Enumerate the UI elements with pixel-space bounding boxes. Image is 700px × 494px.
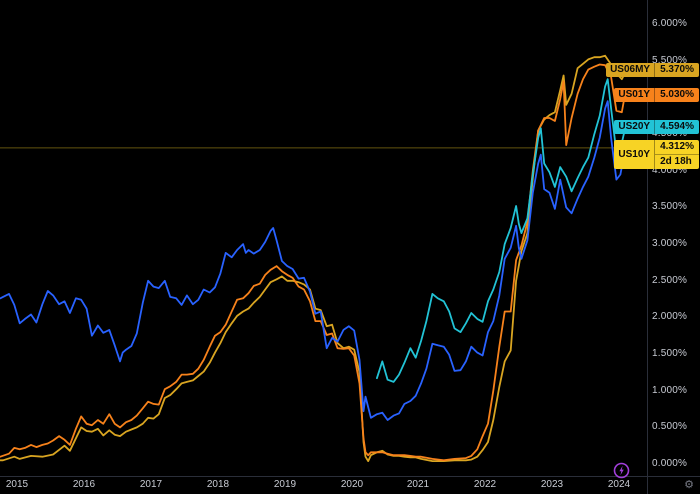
- price-label-us06my: US06MY 5.370%: [606, 63, 699, 77]
- series-line-us06my[interactable]: [0, 54, 627, 463]
- lightning-bolt-icon: [619, 465, 624, 476]
- price-label-symbol: US20Y: [614, 120, 656, 134]
- price-label-symbol: US01Y: [614, 88, 656, 102]
- x-tick-label: 2017: [139, 479, 163, 490]
- price-label-symbol: US06MY: [606, 63, 656, 77]
- y-tick-label: 5.500%: [652, 55, 688, 66]
- y-tick-label: 2.500%: [652, 275, 688, 286]
- x-tick-label: 2021: [406, 479, 430, 490]
- y-tick-label: 1.500%: [652, 348, 688, 359]
- gear-icon[interactable]: ⚙: [684, 479, 694, 491]
- y-tick-label: 6.000%: [652, 18, 688, 29]
- price-label-value: 5.030%: [660, 89, 694, 100]
- price-label-us20y: US20Y 4.594%: [614, 120, 699, 134]
- x-tick-label: 2015: [5, 479, 29, 490]
- price-label-symbol: US10Y: [614, 140, 656, 169]
- series-line-us20y[interactable]: [375, 78, 627, 383]
- bar-countdown: 2d 18h: [655, 154, 699, 169]
- y-tick-label: 1.000%: [652, 385, 688, 396]
- x-tick-label: 2019: [273, 479, 297, 490]
- x-tick-label: 2020: [340, 479, 364, 490]
- y-tick-label: 0.000%: [652, 458, 688, 469]
- price-label-us01y: US01Y 5.030%: [614, 88, 699, 102]
- y-tick-label: 4.000%: [652, 165, 688, 176]
- price-label-value: 4.594%: [660, 121, 694, 132]
- time-axis-separator: [0, 476, 700, 477]
- price-label-value: 4.312%: [660, 141, 694, 152]
- data-feed-icon[interactable]: [613, 462, 630, 479]
- x-tick-label: 2024: [607, 479, 631, 490]
- series-line-us01y[interactable]: [0, 63, 627, 462]
- x-tick-label: 2023: [540, 479, 564, 490]
- x-tick-label: 2018: [206, 479, 230, 490]
- price-label-value-group: 4.312% 2d 18h: [655, 140, 699, 169]
- y-tick-label: 0.500%: [652, 421, 688, 432]
- price-label-value: 5.370%: [660, 64, 694, 75]
- price-label-us10y: US10Y 4.312% 2d 18h: [614, 140, 699, 169]
- x-tick-label: 2016: [72, 479, 96, 490]
- price-axis-separator: [647, 0, 648, 494]
- y-tick-label: 3.500%: [652, 201, 688, 212]
- y-tick-label: 3.000%: [652, 238, 688, 249]
- series-line-us10y[interactable]: [0, 100, 627, 421]
- x-tick-label: 2022: [473, 479, 497, 490]
- y-tick-label: 2.000%: [652, 311, 688, 322]
